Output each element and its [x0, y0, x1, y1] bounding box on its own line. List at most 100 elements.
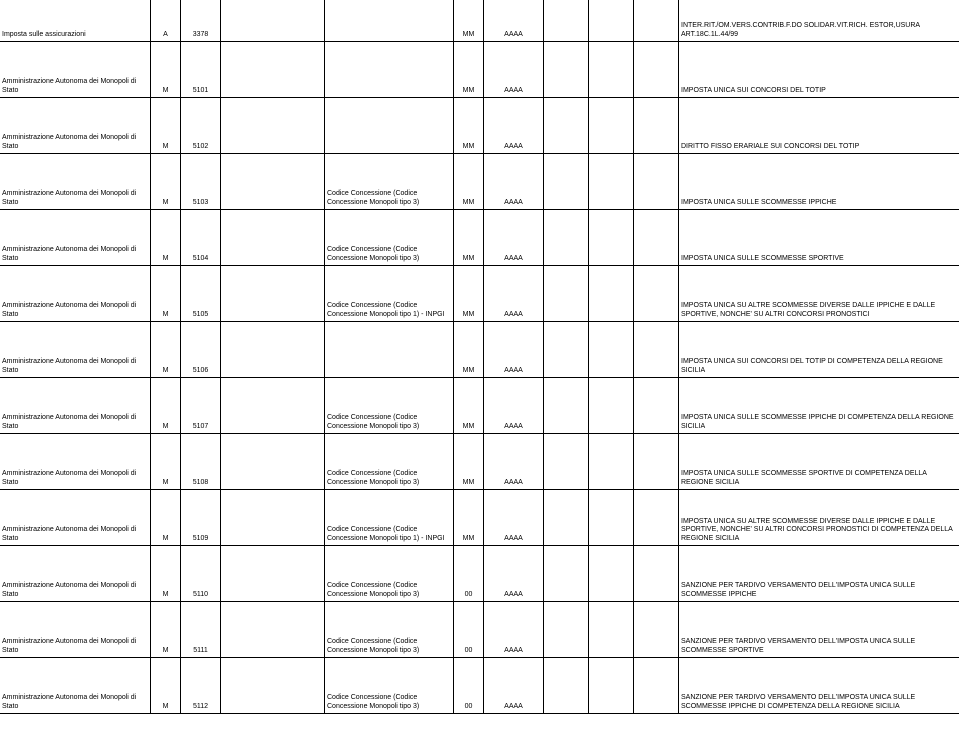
concession-code: Codice Concessione (Codice Concessione M…	[325, 546, 454, 601]
col10	[634, 154, 679, 209]
description: SANZIONE PER TARDIVO VERSAMENTO DELL'IMP…	[679, 546, 959, 601]
mm-code: 00	[454, 658, 484, 713]
entity-name: Amministrazione Autonoma dei Monopoli di…	[0, 602, 151, 657]
col9	[589, 0, 634, 41]
col4	[221, 434, 325, 489]
aaaa-code: AAAA	[484, 490, 544, 545]
col8	[544, 490, 589, 545]
table-row: Amministrazione Autonoma dei Monopoli di…	[0, 546, 959, 602]
col8	[544, 154, 589, 209]
type-code: M	[151, 546, 181, 601]
tax-code: 5107	[181, 378, 221, 433]
col10	[634, 210, 679, 265]
col9	[589, 434, 634, 489]
col8	[544, 322, 589, 377]
mm-code: MM	[454, 98, 484, 153]
description: SANZIONE PER TARDIVO VERSAMENTO DELL'IMP…	[679, 658, 959, 713]
mm-code: MM	[454, 378, 484, 433]
description: SANZIONE PER TARDIVO VERSAMENTO DELL'IMP…	[679, 602, 959, 657]
col10	[634, 42, 679, 97]
entity-name: Amministrazione Autonoma dei Monopoli di…	[0, 42, 151, 97]
entity-name: Amministrazione Autonoma dei Monopoli di…	[0, 434, 151, 489]
description: IMPOSTA UNICA SULLE SCOMMESSE IPPICHE DI…	[679, 378, 959, 433]
col4	[221, 602, 325, 657]
type-code: M	[151, 210, 181, 265]
col9	[589, 322, 634, 377]
col10	[634, 0, 679, 41]
col9	[589, 490, 634, 545]
concession-code	[325, 42, 454, 97]
entity-name: Amministrazione Autonoma dei Monopoli di…	[0, 266, 151, 321]
concession-code: Codice Concessione (Codice Concessione M…	[325, 378, 454, 433]
col4	[221, 546, 325, 601]
table-row: Amministrazione Autonoma dei Monopoli di…	[0, 658, 959, 714]
mm-code: MM	[454, 490, 484, 545]
description: IMPOSTA UNICA SUI CONCORSI DEL TOTIP	[679, 42, 959, 97]
concession-code	[325, 322, 454, 377]
col4	[221, 322, 325, 377]
mm-code: MM	[454, 322, 484, 377]
description: IMPOSTA UNICA SULLE SCOMMESSE SPORTIVE	[679, 210, 959, 265]
description: IMPOSTA UNICA SUI CONCORSI DEL TOTIP DI …	[679, 322, 959, 377]
entity-name: Amministrazione Autonoma dei Monopoli di…	[0, 98, 151, 153]
description: IMPOSTA UNICA SULLE SCOMMESSE SPORTIVE D…	[679, 434, 959, 489]
col8	[544, 658, 589, 713]
type-code: M	[151, 98, 181, 153]
table-row: Amministrazione Autonoma dei Monopoli di…	[0, 154, 959, 210]
type-code: M	[151, 154, 181, 209]
concession-code: Codice Concessione (Codice Concessione M…	[325, 658, 454, 713]
entity-name: Amministrazione Autonoma dei Monopoli di…	[0, 322, 151, 377]
aaaa-code: AAAA	[484, 266, 544, 321]
type-code: M	[151, 378, 181, 433]
concession-code: Codice Concessione (Codice Concessione M…	[325, 154, 454, 209]
mm-code: MM	[454, 266, 484, 321]
concession-code: Codice Concessione (Codice Concessione M…	[325, 266, 454, 321]
tax-code: 5104	[181, 210, 221, 265]
col8	[544, 210, 589, 265]
col4	[221, 0, 325, 41]
tax-code: 5111	[181, 602, 221, 657]
col8	[544, 42, 589, 97]
aaaa-code: AAAA	[484, 602, 544, 657]
entity-name: Amministrazione Autonoma dei Monopoli di…	[0, 210, 151, 265]
col4	[221, 266, 325, 321]
type-code: M	[151, 602, 181, 657]
mm-code: 00	[454, 602, 484, 657]
tax-code: 5108	[181, 434, 221, 489]
col10	[634, 98, 679, 153]
mm-code: 00	[454, 546, 484, 601]
aaaa-code: AAAA	[484, 98, 544, 153]
mm-code: MM	[454, 434, 484, 489]
concession-code: Codice Concessione (Codice Concessione M…	[325, 602, 454, 657]
col10	[634, 490, 679, 545]
col9	[589, 266, 634, 321]
aaaa-code: AAAA	[484, 378, 544, 433]
col4	[221, 490, 325, 545]
col10	[634, 434, 679, 489]
col9	[589, 98, 634, 153]
col9	[589, 602, 634, 657]
col10	[634, 378, 679, 433]
entity-name: Amministrazione Autonoma dei Monopoli di…	[0, 378, 151, 433]
aaaa-code: AAAA	[484, 42, 544, 97]
entity-name: Amministrazione Autonoma dei Monopoli di…	[0, 490, 151, 545]
description: INTER.RIT./OM.VERS.CONTRIB.F.DO SOLIDAR.…	[679, 0, 959, 41]
table-row: Amministrazione Autonoma dei Monopoli di…	[0, 210, 959, 266]
aaaa-code: AAAA	[484, 154, 544, 209]
tax-code: 5106	[181, 322, 221, 377]
tax-codes-table: Imposta sulle assicurazioniA3378MMAAAAIN…	[0, 0, 959, 714]
tax-code: 3378	[181, 0, 221, 41]
type-code: M	[151, 434, 181, 489]
col4	[221, 210, 325, 265]
tax-code: 5105	[181, 266, 221, 321]
entity-name: Amministrazione Autonoma dei Monopoli di…	[0, 658, 151, 713]
col4	[221, 42, 325, 97]
col10	[634, 546, 679, 601]
col9	[589, 378, 634, 433]
aaaa-code: AAAA	[484, 658, 544, 713]
table-row: Amministrazione Autonoma dei Monopoli di…	[0, 266, 959, 322]
col10	[634, 602, 679, 657]
concession-code: Codice Concessione (Codice Concessione M…	[325, 490, 454, 545]
table-row: Amministrazione Autonoma dei Monopoli di…	[0, 42, 959, 98]
aaaa-code: AAAA	[484, 434, 544, 489]
